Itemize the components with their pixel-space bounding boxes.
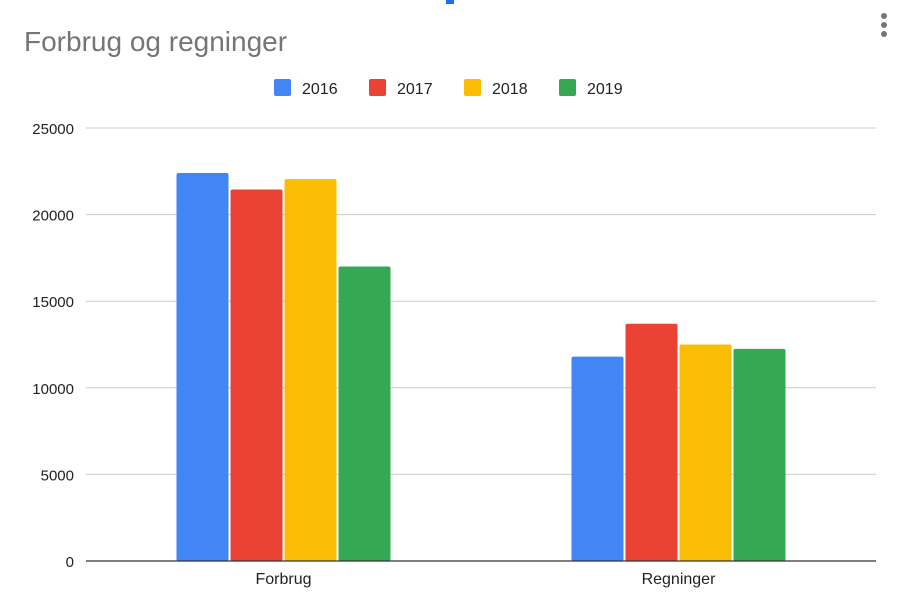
bar-2016-forbrug[interactable] (176, 173, 229, 562)
y-tick-label: 0 (66, 554, 74, 571)
y-tick-label: 25000 (32, 121, 74, 138)
y-tick-label: 5000 (41, 467, 74, 484)
legend-swatch-2018 (464, 79, 481, 96)
y-tick-label: 20000 (32, 208, 74, 225)
selection-marker (446, 0, 454, 4)
legend-label-2018: 2018 (492, 81, 528, 98)
y-tick-label: 10000 (32, 381, 74, 398)
bar-2017-regninger[interactable] (625, 323, 678, 561)
bar-2018-regninger[interactable] (679, 344, 732, 562)
more-vert-icon[interactable] (874, 10, 894, 40)
legend-label-2017: 2017 (397, 81, 433, 98)
bar-2016-regninger[interactable] (571, 356, 624, 561)
bar-2017-forbrug[interactable] (230, 189, 283, 561)
bar-2019-forbrug[interactable] (338, 266, 391, 561)
y-tick-label: 15000 (32, 294, 74, 311)
legend-swatch-2017 (369, 79, 386, 96)
legend-label-2016: 2016 (302, 81, 338, 98)
x-tick-label: Forbrug (255, 571, 311, 588)
bar-2019-regninger[interactable] (733, 348, 786, 561)
legend-swatch-2016 (274, 79, 291, 96)
bar-2018-forbrug[interactable] (284, 179, 337, 561)
legend-label-2019: 2019 (587, 81, 623, 98)
x-tick-label: Regninger (642, 571, 717, 588)
chart-title: Forbrug og regninger (24, 26, 288, 57)
legend-swatch-2019 (559, 79, 576, 96)
